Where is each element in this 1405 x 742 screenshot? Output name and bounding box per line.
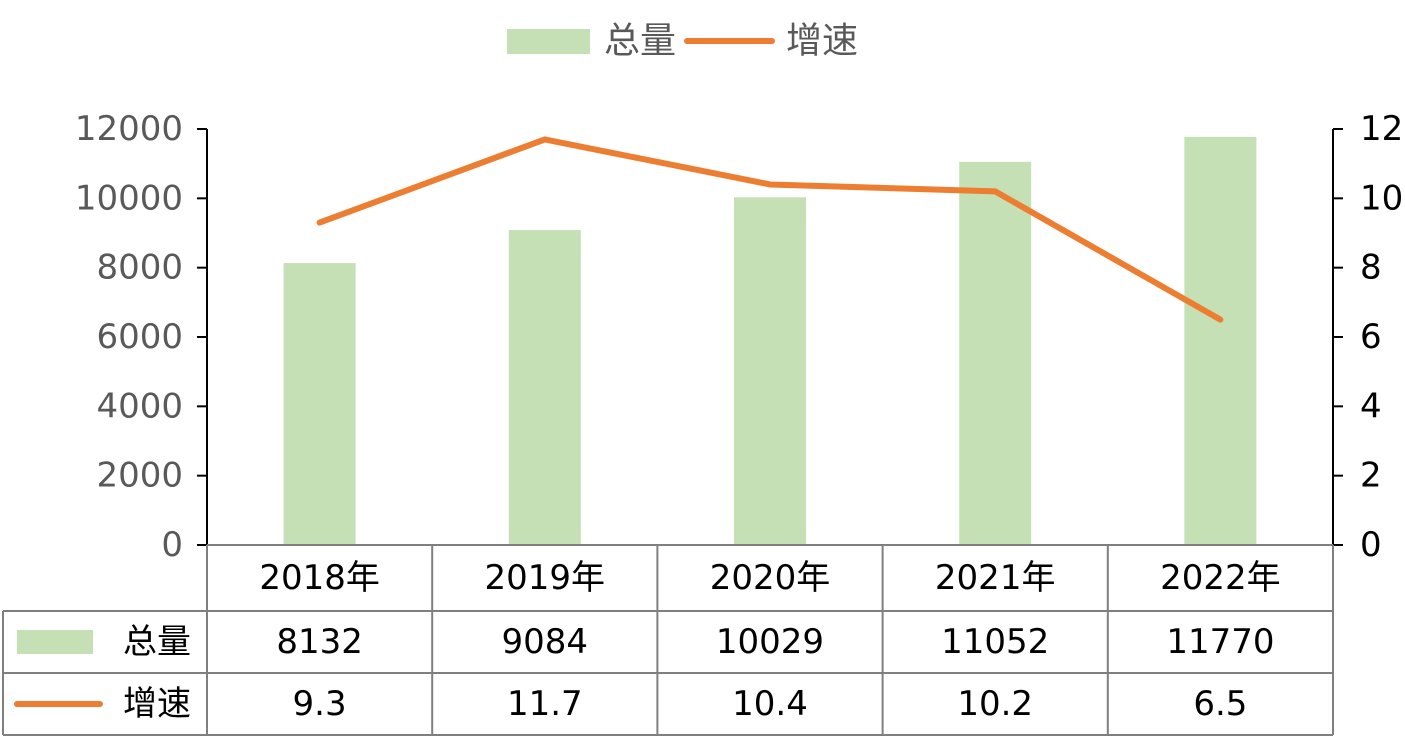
y-tick-label-left: 0 — [161, 525, 183, 565]
table-cell: 8132 — [276, 622, 363, 662]
y-tick-label-left: 4000 — [96, 386, 183, 426]
bar — [734, 197, 806, 545]
table-cell: 11.7 — [507, 684, 583, 724]
table-cell: 10.2 — [957, 684, 1033, 724]
y-tick-label-right: 2 — [1360, 456, 1382, 496]
y-tick-label-left: 2000 — [96, 456, 183, 496]
line-series-growth — [316, 136, 1224, 323]
bar — [959, 161, 1032, 545]
y-tick-label-right: 0 — [1360, 525, 1382, 565]
y-axis-right: 0 2 4 6 8 10 12 — [1332, 109, 1403, 565]
y-tick-label-right: 6 — [1360, 317, 1382, 357]
x-tick-label: 2019年 — [485, 558, 606, 598]
table-key-total — [17, 630, 93, 654]
table-row-label: 增速 — [123, 684, 191, 724]
y-tick-label-right: 10 — [1360, 178, 1403, 218]
table-cell: 10029 — [716, 622, 824, 662]
x-tick-label: 2021年 — [935, 558, 1056, 598]
y-axis-left: 0 2000 4000 6000 8000 10000 12000 — [75, 109, 208, 565]
table-cell: 11770 — [1166, 622, 1274, 662]
bar — [508, 230, 581, 545]
table-cell: 9084 — [502, 622, 589, 662]
legend-label-growth: 增速 — [786, 21, 858, 62]
y-tick-label-left: 8000 — [96, 248, 183, 288]
table-cell: 9.3 — [293, 684, 347, 724]
y-tick-label-right: 12 — [1360, 109, 1403, 149]
table-cell: 10.4 — [732, 684, 808, 724]
x-tick-label: 2020年 — [710, 558, 831, 598]
growth-line — [316, 136, 1224, 323]
legend-label-total: 总量 — [604, 21, 676, 62]
y-tick-label-left: 10000 — [75, 178, 183, 218]
legend: 总量 增速 — [507, 21, 858, 62]
table-cell: 11052 — [941, 622, 1049, 662]
bar-series-total — [283, 136, 1257, 545]
y-tick-label-left: 6000 — [96, 317, 183, 357]
x-tick-label: 2018年 — [259, 558, 380, 598]
bar — [1184, 136, 1257, 545]
bar — [283, 263, 356, 545]
y-tick-label-left: 12000 — [75, 109, 183, 149]
y-tick-label-right: 4 — [1360, 386, 1382, 426]
x-tick-label: 2022年 — [1160, 558, 1281, 598]
table-cell: 6.5 — [1193, 684, 1247, 724]
y-tick-label-right: 8 — [1360, 248, 1382, 288]
table-row-label: 总量 — [123, 622, 191, 662]
legend-swatch-total — [507, 29, 590, 54]
